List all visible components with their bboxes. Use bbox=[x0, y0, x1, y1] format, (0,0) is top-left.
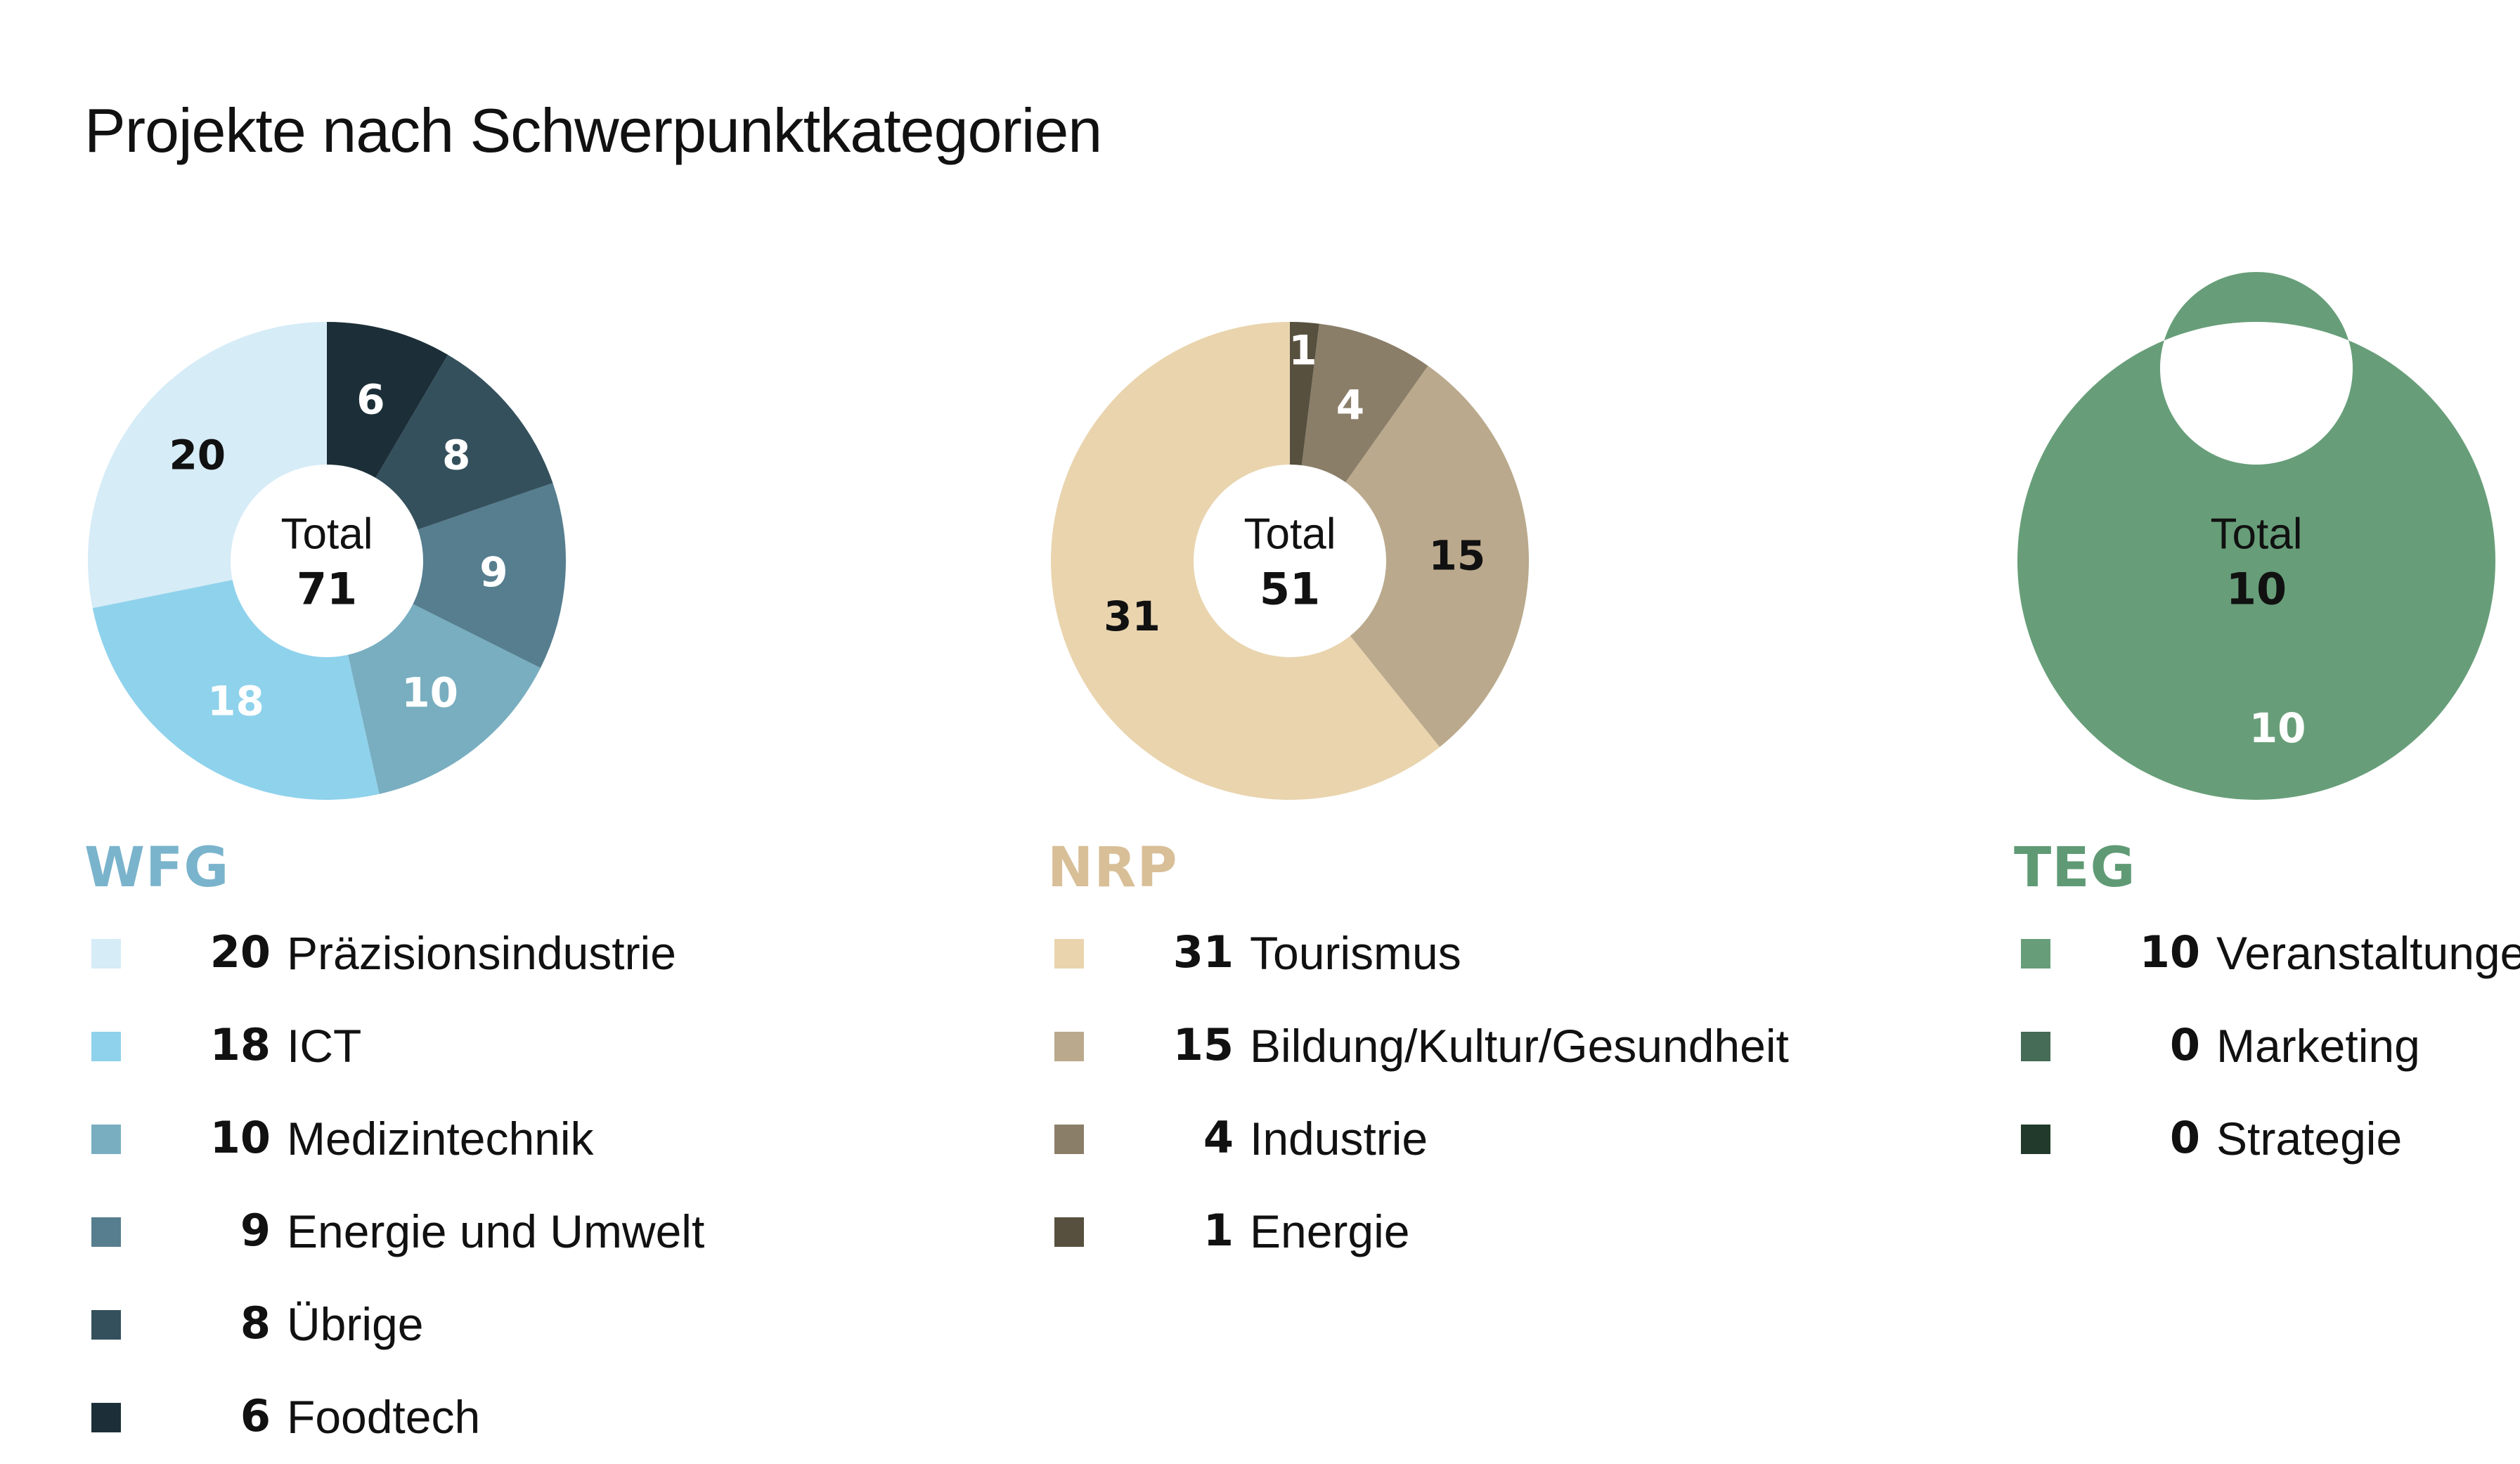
legend-swatch bbox=[1054, 1125, 1084, 1154]
nrp-chart-panel: 31 15 4 1 Total 51 NRP 31 Tourismus 15 Bildung/Kul… bbox=[1047, 295, 1821, 1448]
slice-energie bbox=[1290, 322, 1319, 466]
legend-label: Veranstaltungen bbox=[2216, 927, 2520, 979]
nrp-group-title: NRP bbox=[1047, 836, 1178, 900]
wfg-donut-chart: 20 18 10 9 8 6 Total 71 bbox=[88, 322, 566, 800]
legend-label: Energie bbox=[1250, 1205, 1410, 1257]
slice-foodtech bbox=[327, 322, 448, 478]
slice-industrie bbox=[1301, 323, 1428, 483]
legend-label: Strategie bbox=[2216, 1113, 2403, 1165]
legend-count: 31 bbox=[1172, 926, 1234, 978]
center-total-value: 10 bbox=[2226, 564, 2287, 615]
legend-swatch bbox=[1054, 939, 1084, 969]
wfg-chart-panel: 20 18 10 9 8 6 Total 71 WFG 20 Präzisionsindustrie… bbox=[84, 295, 858, 1448]
legend-count: 10 bbox=[209, 1112, 271, 1163]
slice-value-label-veranstaltungen: 10 bbox=[2249, 704, 2306, 752]
teg-group-title: TEG bbox=[2014, 836, 2136, 900]
center-total-label: Total bbox=[1244, 510, 1336, 559]
slice-energie-und-umwelt bbox=[413, 483, 566, 668]
center-total-label: Total bbox=[2211, 510, 2303, 559]
legend-swatch bbox=[91, 1310, 121, 1340]
legend-count: 4 bbox=[1203, 1112, 1234, 1163]
legend-label: Bildung/Kultur/Gesundheit bbox=[1250, 1020, 1789, 1072]
slice-bildung-kultur-gesundheit bbox=[1345, 365, 1529, 747]
legend-swatch bbox=[2021, 939, 2050, 969]
slice-praezisionsindustrie bbox=[88, 322, 327, 609]
teg-chart-panel: 10 Total 10 TEG 10 Veranstaltungen 0 Marketing 0… bbox=[2014, 272, 2520, 1448]
center-total-value: 51 bbox=[1260, 564, 1320, 615]
slice-value-label-tourismus: 31 bbox=[1104, 592, 1161, 640]
legend-swatch bbox=[91, 1032, 121, 1061]
center-total-value: 71 bbox=[297, 564, 357, 615]
slice-value-label-energie-und-umwelt: 9 bbox=[479, 548, 508, 596]
legend-count: 8 bbox=[240, 1297, 271, 1349]
slice-value-label-medizintechnik: 10 bbox=[401, 668, 458, 716]
legend-swatch bbox=[2021, 1125, 2050, 1154]
wfg-group-title: WFG bbox=[84, 836, 230, 900]
slice-veranstaltungen bbox=[2017, 272, 2495, 800]
slice-ict bbox=[92, 580, 380, 800]
legend-swatch bbox=[91, 939, 121, 969]
slice-value-label-bildung-kultur-gesundheit: 15 bbox=[1429, 532, 1486, 580]
nrp-donut-chart: 31 15 41 Total 51 bbox=[1051, 322, 1529, 800]
legend-count: 9 bbox=[240, 1205, 271, 1256]
legend-label: Marketing bbox=[2216, 1020, 2420, 1072]
slice-value-label-foodtech: 6 bbox=[356, 375, 385, 423]
slice-value-label-industrie: 4 bbox=[1336, 381, 1364, 429]
legend-count: 1 bbox=[1203, 1205, 1234, 1256]
legend-count: 6 bbox=[240, 1390, 271, 1442]
legend-count: 10 bbox=[2139, 926, 2200, 978]
legend-count: 0 bbox=[2169, 1019, 2200, 1070]
slice-value-label-uebrige: 8 bbox=[442, 431, 470, 479]
legend-count: 15 bbox=[1172, 1019, 1234, 1070]
slice-value-label-energie: 1 bbox=[1288, 327, 1317, 375]
slice-tourismus bbox=[1051, 322, 1440, 800]
slice-uebrige bbox=[375, 354, 553, 530]
legend-swatch bbox=[2021, 1032, 2050, 1061]
legend-count: 20 bbox=[209, 926, 271, 978]
legend-label: Präzisionsindustrie bbox=[287, 927, 676, 979]
legend-label: Foodtech bbox=[287, 1391, 481, 1443]
legend-swatch bbox=[91, 1403, 121, 1432]
slice-value-label-ict: 18 bbox=[207, 678, 264, 725]
slice-value-label-praezisionsindustrie: 20 bbox=[169, 431, 226, 479]
legend-label: ICT bbox=[287, 1020, 362, 1072]
legend-count: 18 bbox=[209, 1019, 271, 1070]
legend-swatch bbox=[91, 1125, 121, 1154]
slice-medizintechnik bbox=[348, 604, 541, 794]
legend-label: Industrie bbox=[1250, 1113, 1428, 1165]
legend-label: Übrige bbox=[287, 1298, 424, 1350]
center-total-label: Total bbox=[281, 510, 373, 559]
teg-donut-chart: 10 Total 10 bbox=[2017, 272, 2495, 800]
legend-label: Medizintechnik bbox=[287, 1113, 594, 1165]
page-title: Projekte nach Schwerpunktkategorien bbox=[84, 96, 1102, 165]
legend-count: 0 bbox=[2169, 1112, 2200, 1163]
legend-swatch bbox=[1054, 1217, 1084, 1247]
legend-swatch bbox=[91, 1217, 121, 1247]
legend-label: Tourismus bbox=[1250, 927, 1461, 979]
legend-label: Energie und Umwelt bbox=[287, 1205, 705, 1257]
legend-swatch bbox=[1054, 1032, 1084, 1061]
